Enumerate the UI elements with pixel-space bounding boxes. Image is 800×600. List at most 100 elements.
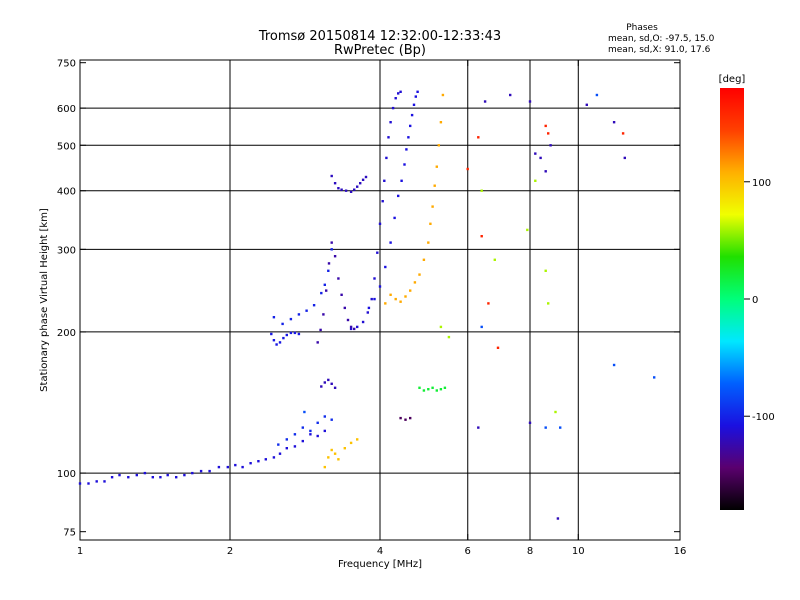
echo-point (653, 376, 656, 379)
echo-point (275, 343, 278, 346)
echo-point (289, 317, 293, 321)
colorbar-tick-label: 100 (752, 178, 771, 189)
echo-point (323, 429, 326, 433)
echo-point (370, 297, 373, 301)
phases-stats-o: mean, sd,O: -97.5, 15.0 (608, 34, 715, 44)
x-tick-label: 6 (465, 546, 471, 557)
echo-point (585, 103, 588, 106)
echo-point (309, 429, 312, 433)
echo-point (595, 93, 599, 97)
echo-point (385, 156, 388, 160)
echo-point (333, 182, 337, 185)
echo-point (349, 441, 353, 445)
echo-point (389, 121, 392, 124)
echo-point (323, 283, 326, 286)
echo-point (281, 322, 284, 326)
echo-point (361, 178, 365, 181)
echo-point (534, 179, 537, 182)
echo-point (391, 106, 395, 110)
echo-point (353, 188, 356, 191)
echo-point (353, 327, 356, 331)
echo-point (414, 95, 417, 98)
echo-point (378, 285, 382, 288)
echo-point (316, 421, 319, 424)
colorbar-tick-label: 0 (752, 295, 758, 306)
y-tick-label: 750 (57, 59, 76, 70)
echo-point (323, 465, 326, 469)
echo-point (272, 456, 276, 459)
echo-point (234, 463, 237, 467)
echo-point (422, 389, 426, 392)
echo-point (544, 170, 547, 173)
echo-point (293, 445, 297, 448)
echo-point (257, 460, 260, 463)
echo-point (393, 216, 396, 220)
echo-point (301, 439, 304, 443)
echo-point (422, 258, 426, 261)
x-tick-label: 10 (572, 546, 585, 557)
echo-point (78, 482, 82, 485)
echo-point (344, 189, 348, 192)
echo-point (322, 313, 325, 316)
phases-heading: Phases (626, 23, 658, 33)
echo-point (285, 333, 288, 337)
echo-point (441, 93, 445, 97)
echo-point (278, 452, 282, 455)
echo-point (199, 469, 203, 473)
echo-point (340, 188, 343, 191)
echo-point (217, 465, 221, 469)
echo-point (330, 448, 333, 452)
echo-point (409, 289, 412, 292)
echo-point (337, 277, 340, 280)
echo-point (559, 426, 562, 429)
echo-point (282, 336, 285, 340)
echo-point (208, 469, 211, 473)
echo-point (285, 447, 288, 450)
echo-point (312, 304, 316, 307)
echo-point (293, 433, 297, 436)
echo-point (319, 328, 322, 332)
y-tick-label: 100 (57, 469, 76, 480)
chart-subtitle: RwPretec (Bp) (334, 43, 426, 58)
x-tick-label: 16 (674, 546, 687, 557)
echo-point (289, 331, 293, 335)
echo-point (466, 167, 469, 171)
echo-point (403, 163, 406, 166)
echo-point (337, 187, 340, 190)
echo-point (159, 476, 162, 479)
echo-point (383, 179, 386, 182)
echo-point (493, 258, 496, 261)
echo-point (333, 386, 337, 389)
y-tick-label: 600 (57, 104, 76, 115)
echo-point (320, 385, 323, 388)
echo-point (135, 473, 138, 477)
echo-point (544, 124, 547, 128)
echo-point (373, 277, 376, 280)
x-axis-label: Frequency [MHz] (338, 559, 422, 570)
y-axis-label: Stationary phase Virtual Height [km] (39, 208, 50, 392)
x-tick-label: 1 (77, 546, 83, 557)
echo-point (241, 465, 244, 469)
echo-point (544, 269, 547, 272)
echo-point (621, 132, 625, 135)
echo-point (483, 100, 487, 103)
echo-point (387, 136, 390, 139)
echo-point (480, 235, 483, 238)
echo-point (431, 386, 434, 389)
echo-point (433, 184, 436, 187)
echo-point (330, 418, 333, 421)
colorbar-tick-label: -100 (752, 412, 775, 423)
echo-point (431, 205, 434, 208)
echo-point (175, 476, 178, 479)
echo-point (272, 316, 276, 319)
echo-point (151, 476, 154, 479)
echo-point (343, 447, 346, 450)
echo-point (127, 476, 130, 479)
echo-point (297, 313, 301, 316)
echo-point (429, 222, 432, 225)
echo-point (327, 456, 330, 459)
echo-point (364, 175, 368, 179)
echo-point (418, 273, 421, 276)
echo-point (327, 269, 330, 272)
